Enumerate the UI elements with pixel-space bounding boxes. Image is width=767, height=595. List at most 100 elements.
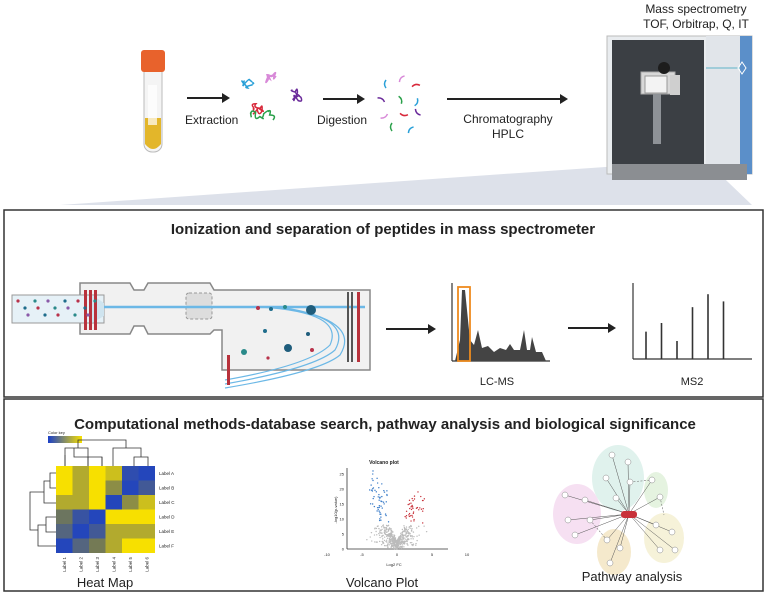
volcano-point: [403, 525, 405, 527]
peptide-fragment: [414, 98, 419, 107]
volcano-point: [366, 539, 368, 541]
volcano-point: [402, 534, 405, 537]
heatmap-cell: [89, 495, 106, 510]
pathway-node: [603, 536, 611, 544]
heatmap-row-label: Label F: [159, 543, 174, 548]
pathway-edge: [628, 513, 661, 551]
volcano-point: [400, 543, 402, 545]
volcano-point: [403, 546, 405, 548]
volcano-point: [397, 539, 400, 541]
volcano-point: [377, 508, 379, 511]
volcano-point: [400, 532, 402, 535]
volcano-point: [386, 544, 389, 546]
heatmap-row-label: Label C: [159, 500, 175, 505]
volcano-point: [387, 521, 390, 523]
heatmap-cell: [56, 495, 73, 510]
heatmap: Color key Label A Label B Label C Label D La…: [29, 430, 175, 590]
pathway-edge: [606, 513, 630, 541]
volcano-point: [413, 520, 415, 522]
panel-ionization-title: Ionization and separation of peptides in…: [171, 221, 595, 238]
heatmap-cell: [105, 509, 122, 524]
volcano-point: [380, 543, 383, 546]
pathway-node: [571, 531, 579, 539]
pathway-edge: [584, 499, 630, 515]
volcano-point: [390, 527, 392, 530]
volcano-point: [422, 499, 424, 502]
volcano-point: [388, 528, 390, 531]
volcano-point: [372, 497, 374, 500]
volcano-point: [379, 513, 381, 515]
label-hplc: HPLC: [492, 127, 524, 141]
volcano-point: [422, 507, 424, 510]
volcano-point: [381, 495, 383, 498]
volcano-point: [372, 487, 375, 489]
ion: [56, 313, 60, 317]
heatmap-caption: Heat Map: [77, 575, 133, 590]
pathway-node: [671, 546, 679, 554]
volcano-point: [383, 491, 386, 493]
heatmap-cell: [105, 538, 122, 553]
volcano-point: [415, 527, 418, 529]
volcano-point: [372, 479, 374, 482]
volcano-point: [386, 525, 388, 527]
volcano-point: [403, 526, 406, 529]
ion: [46, 299, 50, 303]
volcano-point: [408, 499, 411, 502]
volcano-point: [402, 538, 404, 541]
volcano-point: [373, 534, 376, 536]
volcano-point: [408, 512, 411, 515]
volcano-point: [410, 508, 413, 511]
volcano-point: [390, 543, 393, 545]
volcano-point: [417, 491, 419, 493]
color-key-bar: [48, 436, 82, 443]
volcano-point: [385, 514, 387, 517]
volcano-point: [404, 530, 406, 533]
heatmap-row-label: Label A: [159, 471, 174, 476]
heatmap-cell: [122, 495, 139, 510]
volcano-point: [386, 541, 388, 543]
volcano-point: [379, 496, 381, 499]
pathway-edge: [628, 479, 653, 515]
volcano-x-tick: -5: [360, 552, 364, 557]
volcano-point: [381, 535, 383, 538]
volcano-point: [409, 527, 411, 530]
ion: [36, 306, 40, 310]
ion: [306, 332, 310, 336]
volcano-point: [388, 535, 390, 537]
heatmap-cell: [72, 495, 89, 510]
sample-tube: [141, 50, 165, 153]
volcano-point: [404, 515, 406, 518]
volcano-point: [382, 541, 384, 544]
volcano-point: [386, 537, 389, 539]
volcano-point: [416, 535, 418, 537]
volcano-point: [390, 532, 392, 534]
volcano-point: [372, 473, 374, 475]
volcano-point: [375, 491, 378, 493]
volcano-point: [401, 531, 403, 534]
volcano-point: [413, 518, 415, 521]
volcano-point: [410, 520, 412, 522]
volcano-point: [411, 535, 413, 537]
volcano-point: [406, 536, 409, 538]
pathway-node: [624, 458, 632, 466]
volcano-point: [408, 538, 410, 540]
protein-strand: [249, 109, 276, 121]
volcano-point: [404, 538, 406, 540]
volcano-point: [384, 533, 387, 536]
pathway-caption: Pathway analysis: [582, 569, 683, 584]
volcano-point: [405, 540, 407, 542]
heatmap-row-label: Label D: [159, 514, 175, 519]
volcano-point: [388, 544, 390, 546]
ion: [266, 356, 270, 360]
pathway-node: [608, 451, 616, 459]
volcano-point: [425, 530, 428, 533]
volcano-point: [413, 498, 416, 500]
arrow-to-lcms: [386, 324, 436, 334]
pathway-node: [606, 559, 614, 567]
volcano-point: [411, 536, 414, 538]
volcano-point: [412, 507, 414, 510]
volcano-point: [374, 541, 376, 543]
volcano-point: [380, 526, 383, 528]
volcano-point: [378, 506, 381, 508]
volcano-point: [384, 531, 386, 534]
